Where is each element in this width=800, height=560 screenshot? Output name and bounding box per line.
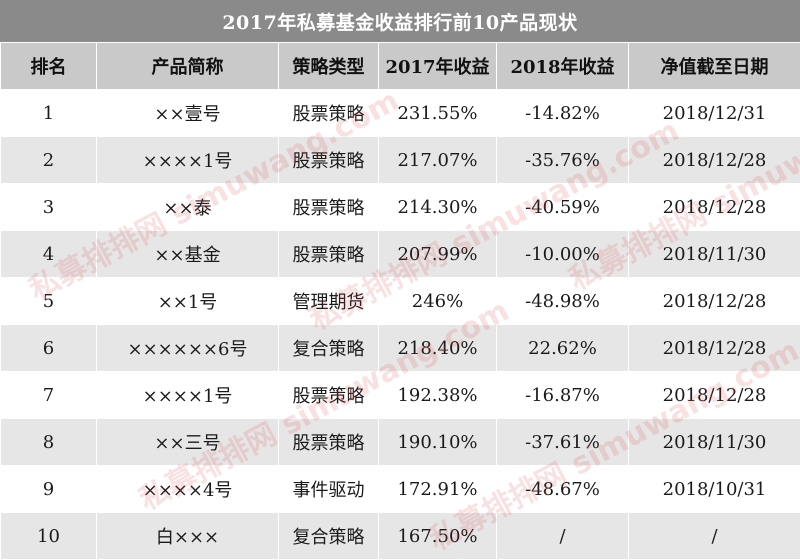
- cell-strategy: 股票策略: [279, 372, 379, 419]
- cell-return-2018: -48.67%: [497, 466, 629, 513]
- cell-nav-date: 2018/12/28: [629, 325, 800, 372]
- cell-return-2018: -40.59%: [497, 184, 629, 231]
- cell-strategy: 事件驱动: [279, 466, 379, 513]
- cell-return-2017: 214.30%: [379, 184, 497, 231]
- cell-return-2018: /: [497, 513, 629, 560]
- cell-return-2018: 22.62%: [497, 325, 629, 372]
- cell-return-2018: -48.98%: [497, 278, 629, 325]
- cell-return-2017: 246%: [379, 278, 497, 325]
- cell-nav-date: 2018/11/30: [629, 419, 800, 466]
- cell-return-2018: -16.87%: [497, 372, 629, 419]
- cell-nav-date: 2018/12/31: [629, 90, 800, 137]
- cell-product-name: 白×××: [97, 513, 279, 560]
- cell-rank: 3: [1, 184, 97, 231]
- cell-return-2018: -14.82%: [497, 90, 629, 137]
- cell-nav-date: 2018/10/31: [629, 466, 800, 513]
- cell-product-name: ××基金: [97, 231, 279, 278]
- cell-nav-date: /: [629, 513, 800, 560]
- cell-rank: 5: [1, 278, 97, 325]
- cell-rank: 7: [1, 372, 97, 419]
- col-header-rank: 排名: [1, 43, 97, 90]
- cell-rank: 2: [1, 137, 97, 184]
- cell-strategy: 复合策略: [279, 513, 379, 560]
- cell-rank: 9: [1, 466, 97, 513]
- cell-rank: 6: [1, 325, 97, 372]
- cell-return-2017: 190.10%: [379, 419, 497, 466]
- col-header-nav-date: 净值截至日期: [629, 43, 800, 90]
- col-header-strategy: 策略类型: [279, 43, 379, 90]
- cell-return-2018: -37.61%: [497, 419, 629, 466]
- cell-return-2017: 217.07%: [379, 137, 497, 184]
- col-header-name: 产品简称: [97, 43, 279, 90]
- col-header-return-2017: 2017年收益: [379, 43, 497, 90]
- cell-strategy: 股票策略: [279, 419, 379, 466]
- cell-product-name: ××泰: [97, 184, 279, 231]
- col-header-return-2018: 2018年收益: [497, 43, 629, 90]
- cell-strategy: 股票策略: [279, 137, 379, 184]
- cell-return-2017: 218.40%: [379, 325, 497, 372]
- cell-nav-date: 2018/11/30: [629, 231, 800, 278]
- cell-product-name: ××××1号: [97, 137, 279, 184]
- cell-return-2017: 192.38%: [379, 372, 497, 419]
- cell-return-2017: 231.55%: [379, 90, 497, 137]
- cell-product-name: ××三号: [97, 419, 279, 466]
- cell-return-2017: 207.99%: [379, 231, 497, 278]
- cell-strategy: 股票策略: [279, 231, 379, 278]
- cell-return-2017: 172.91%: [379, 466, 497, 513]
- cell-rank: 8: [1, 419, 97, 466]
- cell-nav-date: 2018/12/28: [629, 372, 800, 419]
- cell-return-2018: -10.00%: [497, 231, 629, 278]
- cell-rank: 4: [1, 231, 97, 278]
- cell-return-2018: -35.76%: [497, 137, 629, 184]
- cell-strategy: 复合策略: [279, 325, 379, 372]
- cell-product-name: ××××1号: [97, 372, 279, 419]
- table-title: 2017年私募基金收益排行前10产品现状: [0, 0, 800, 42]
- cell-product-name: ××××××6号: [97, 325, 279, 372]
- cell-nav-date: 2018/12/28: [629, 137, 800, 184]
- cell-rank: 10: [1, 513, 97, 560]
- cell-product-name: ××1号: [97, 278, 279, 325]
- cell-return-2017: 167.50%: [379, 513, 497, 560]
- cell-strategy: 管理期货: [279, 278, 379, 325]
- header-row: 排名 产品简称 策略类型 2017年收益 2018年收益 净值截至日期: [1, 43, 800, 90]
- cell-nav-date: 2018/12/28: [629, 278, 800, 325]
- cell-strategy: 股票策略: [279, 184, 379, 231]
- cell-product-name: ××壹号: [97, 90, 279, 137]
- cell-strategy: 股票策略: [279, 90, 379, 137]
- cell-product-name: ××××4号: [97, 466, 279, 513]
- cell-rank: 1: [1, 90, 97, 137]
- ranking-table: 排名 产品简称 策略类型 2017年收益 2018年收益 净值截至日期 1××壹…: [0, 42, 800, 560]
- cell-nav-date: 2018/12/28: [629, 184, 800, 231]
